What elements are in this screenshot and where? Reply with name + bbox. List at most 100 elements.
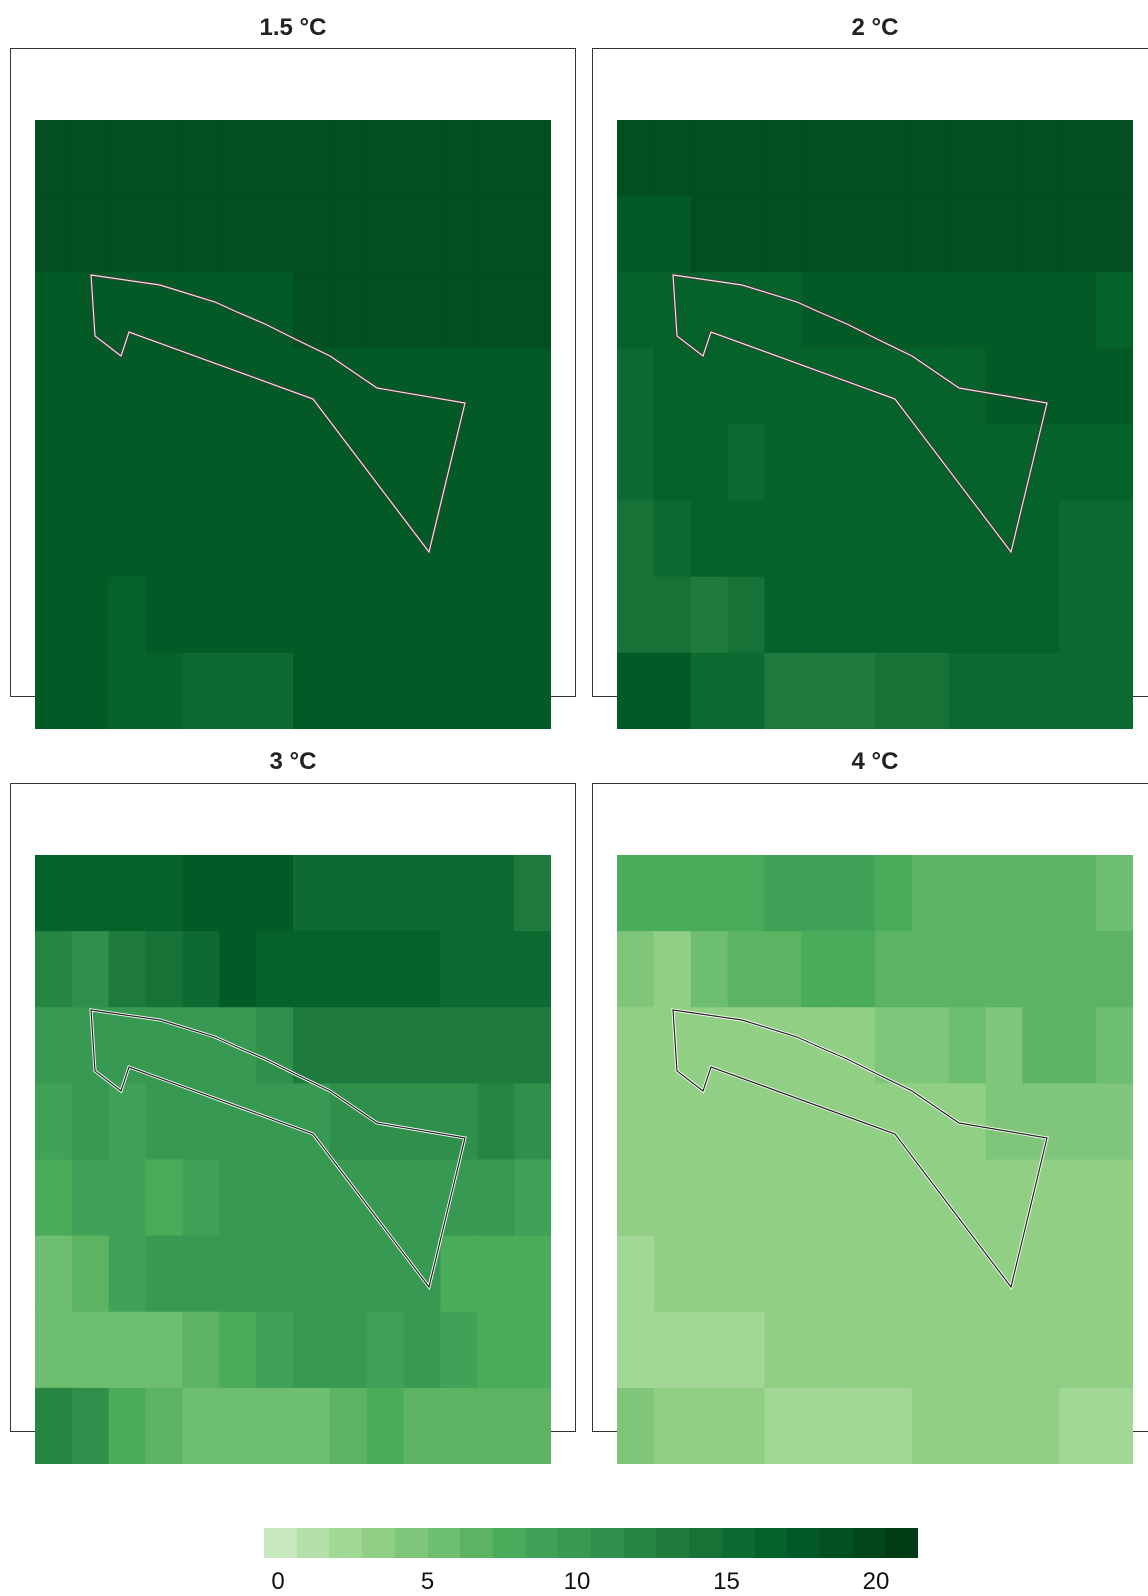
raster-cell	[764, 348, 802, 426]
raster-cell	[838, 1083, 876, 1161]
raster-map	[617, 120, 1133, 729]
raster-cell	[875, 272, 913, 349]
raster-cell	[366, 652, 405, 729]
raster-cell	[948, 652, 987, 729]
raster-cell	[403, 1235, 442, 1313]
raster-cell	[256, 500, 294, 578]
raster-cell	[801, 1007, 839, 1084]
raster-cell	[764, 1235, 802, 1313]
raster-cell	[329, 500, 368, 578]
raster-cell	[1059, 1235, 1097, 1313]
raster-cell	[1059, 196, 1097, 273]
raster-cell	[838, 576, 876, 654]
raster-cell	[440, 424, 478, 502]
raster-cell	[617, 652, 655, 729]
raster-cell	[514, 576, 551, 654]
raster-cell	[1022, 855, 1060, 932]
raster-cell	[985, 500, 1024, 578]
raster-cell	[1022, 652, 1060, 729]
raster-cell	[329, 652, 368, 729]
raster-cell	[1096, 500, 1133, 578]
raster-cell	[477, 1007, 515, 1084]
raster-cell	[71, 1311, 110, 1389]
raster-cell	[985, 1235, 1024, 1313]
region-outline	[672, 274, 1048, 554]
raster-cell	[293, 576, 331, 654]
raster-cell	[617, 500, 655, 578]
raster-cell	[35, 196, 73, 273]
raster-cell	[653, 500, 692, 578]
legend-swatch	[819, 1528, 854, 1558]
raster-cell	[617, 1159, 655, 1237]
raster-cell	[71, 1387, 110, 1464]
raster-cell	[477, 1387, 515, 1464]
raster-cell	[801, 348, 839, 426]
raster-cell	[801, 1311, 839, 1389]
raster-cell	[329, 1311, 368, 1389]
raster-cell	[403, 424, 442, 502]
raster-cell	[690, 1311, 729, 1389]
raster-cell	[477, 931, 515, 1008]
raster-cell	[690, 576, 729, 654]
raster-cell	[440, 855, 478, 932]
raster-cell	[108, 348, 147, 426]
raster-cell	[1022, 272, 1060, 349]
raster-cell	[690, 1083, 729, 1161]
raster-cell	[1096, 1387, 1133, 1464]
raster-cell	[329, 1387, 368, 1464]
raster-cell	[145, 1159, 184, 1237]
raster-cell	[801, 652, 839, 729]
raster-cell	[838, 348, 876, 426]
raster-cell	[256, 1235, 294, 1313]
raster-cell	[182, 424, 220, 502]
raster-cell	[366, 855, 405, 932]
raster-cell	[727, 120, 766, 197]
raster-cell	[219, 1007, 257, 1084]
raster-cell	[801, 855, 839, 932]
raster-cell	[985, 1387, 1024, 1464]
raster-cell	[911, 120, 950, 197]
raster-cell	[1096, 424, 1133, 502]
raster-cell	[801, 931, 839, 1008]
raster-cell	[71, 1235, 110, 1313]
raster-cell	[71, 652, 110, 729]
raster-cell	[256, 652, 294, 729]
raster-cell	[653, 196, 692, 273]
raster-cell	[617, 1235, 655, 1313]
raster-cell	[911, 1235, 950, 1313]
raster-cell	[145, 1387, 184, 1464]
raster-cell	[838, 652, 876, 729]
raster-cell	[1022, 1235, 1060, 1313]
raster-cell	[145, 120, 184, 197]
raster-cell	[219, 1387, 257, 1464]
color-legend	[264, 1528, 919, 1558]
raster-cell	[329, 855, 368, 932]
raster-cell	[1096, 196, 1133, 273]
raster-cell	[108, 1083, 147, 1161]
raster-cell	[1022, 1311, 1060, 1389]
raster-cell	[293, 272, 331, 349]
raster-cell	[764, 424, 802, 502]
raster-cell	[985, 1159, 1024, 1237]
raster-cell	[838, 196, 876, 273]
legend-swatch	[329, 1528, 363, 1558]
raster-cell	[440, 348, 478, 426]
raster-cell	[875, 1235, 913, 1313]
raster-cell	[801, 1159, 839, 1237]
legend-swatch	[623, 1528, 657, 1558]
raster-cell	[838, 1387, 876, 1464]
raster-cell	[182, 855, 220, 932]
raster-cell	[653, 576, 692, 654]
legend-tick-label: 15	[713, 1568, 740, 1595]
raster-cell	[35, 576, 73, 654]
raster-cell	[219, 196, 257, 273]
raster-cell	[1022, 348, 1060, 426]
raster-cell	[108, 500, 147, 578]
raster-cell	[35, 652, 73, 729]
raster-cell	[1096, 855, 1133, 932]
raster-cell	[329, 576, 368, 654]
raster-cell	[329, 1007, 368, 1084]
raster-map	[617, 855, 1133, 1464]
raster-cell	[1096, 1159, 1133, 1237]
raster-cell	[690, 424, 729, 502]
